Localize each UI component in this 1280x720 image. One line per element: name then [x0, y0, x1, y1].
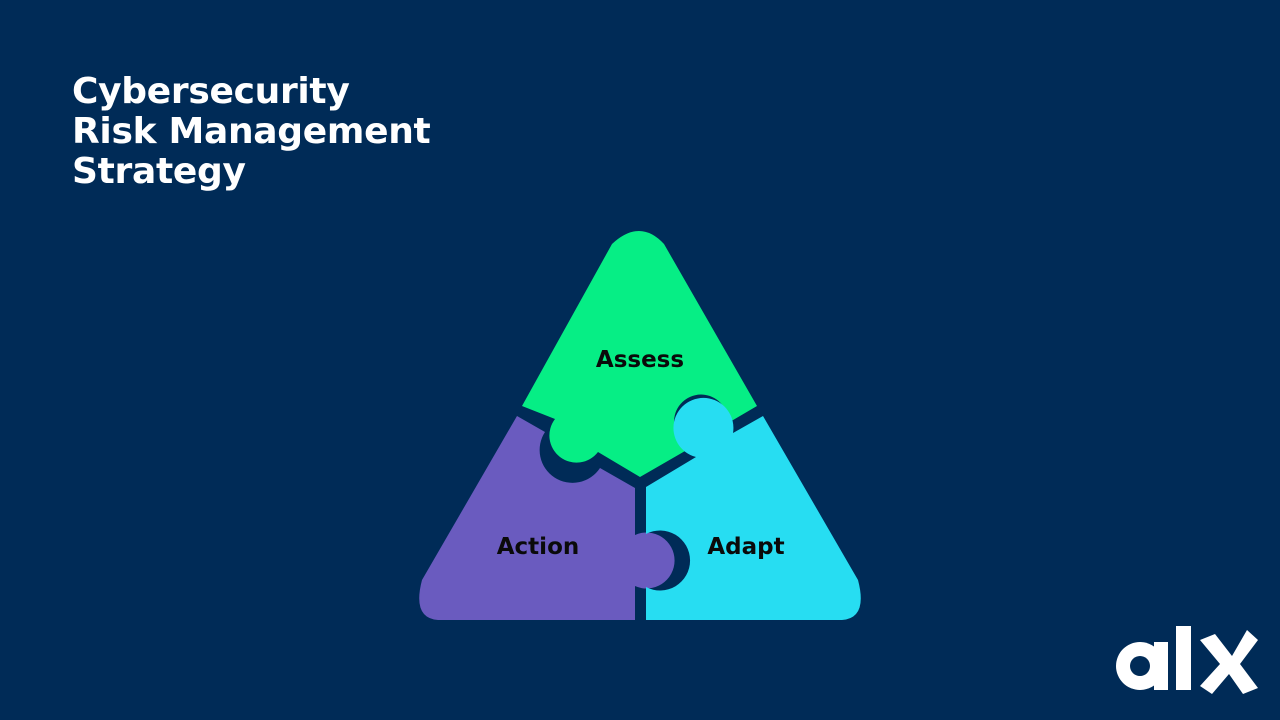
- title-line-1: Cybersecurity: [72, 71, 350, 112]
- alx-logo: [1116, 626, 1258, 694]
- assess-puzzle-piece: [522, 231, 757, 477]
- title-line-3: Strategy: [72, 151, 246, 192]
- assess-label: Assess: [596, 347, 684, 373]
- action-puzzle-piece: [419, 416, 675, 620]
- adapt-label: Adapt: [707, 534, 784, 560]
- title-line-2: Risk Management: [72, 111, 431, 152]
- action-label: Action: [497, 534, 580, 560]
- adapt-puzzle-piece: [646, 397, 861, 620]
- page-title: Cybersecurity Risk Management Strategy: [72, 71, 431, 192]
